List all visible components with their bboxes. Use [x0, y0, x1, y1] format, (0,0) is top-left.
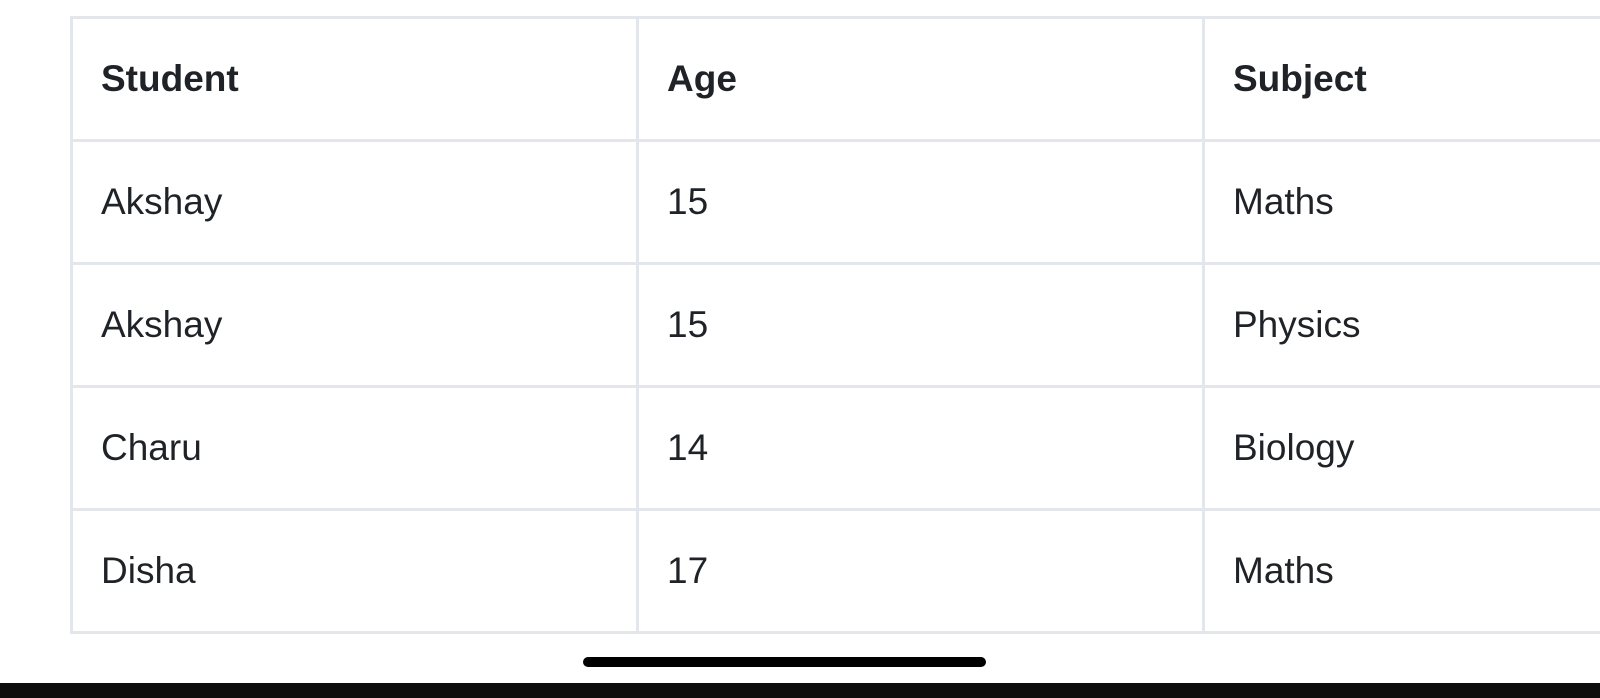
- table-row: Akshay 15 Physics: [70, 262, 1600, 388]
- home-indicator-bar[interactable]: [583, 657, 986, 667]
- bottom-edge-bar: [0, 683, 1600, 698]
- cell-subject: Maths: [1202, 139, 1600, 265]
- cell-age: 14: [636, 385, 1205, 511]
- cell-student: Akshay: [70, 139, 639, 265]
- cell-student: Charu: [70, 385, 639, 511]
- cell-age: 15: [636, 262, 1205, 388]
- cell-age: 17: [636, 508, 1205, 634]
- cell-subject: Biology: [1202, 385, 1600, 511]
- column-header-student: Student: [70, 16, 639, 142]
- cell-age: 15: [636, 139, 1205, 265]
- cell-student: Disha: [70, 508, 639, 634]
- column-header-age: Age: [636, 16, 1205, 142]
- cell-subject: Maths: [1202, 508, 1600, 634]
- column-header-subject: Subject: [1202, 16, 1600, 142]
- table-row: Akshay 15 Maths: [70, 139, 1600, 265]
- cell-subject: Physics: [1202, 262, 1600, 388]
- table-row: Charu 14 Biology: [70, 385, 1600, 511]
- table-row: Disha 17 Maths: [70, 508, 1600, 634]
- students-table-container: Student Age Subject Akshay 15 Maths Aksh…: [70, 16, 1600, 634]
- table-header-row: Student Age Subject: [70, 16, 1600, 142]
- cell-student: Akshay: [70, 262, 639, 388]
- students-table: Student Age Subject Akshay 15 Maths Aksh…: [70, 16, 1600, 634]
